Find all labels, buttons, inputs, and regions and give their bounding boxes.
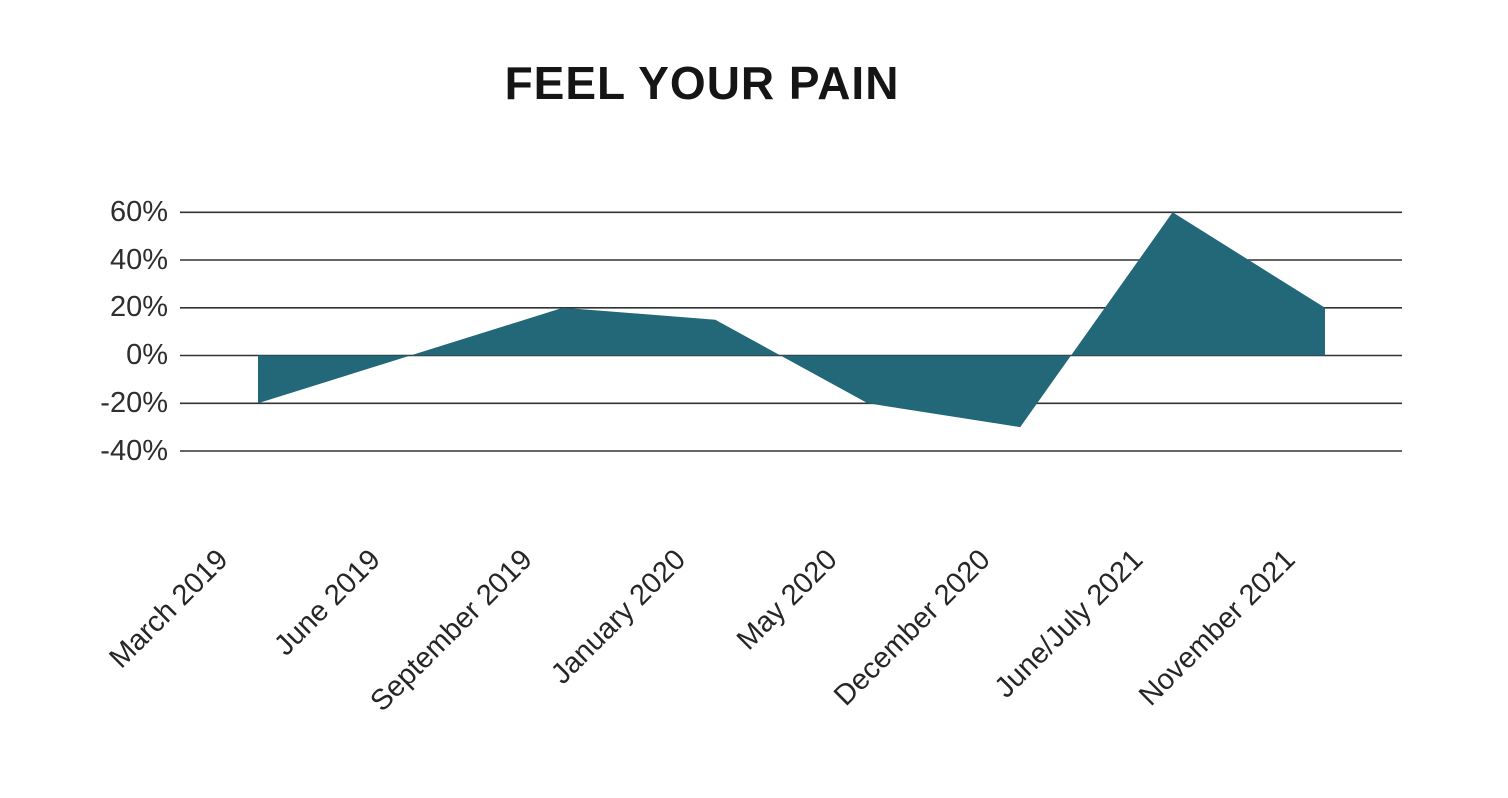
area-series-pain-index (258, 212, 1325, 428)
y-axis-tick-label: 20% (109, 291, 168, 324)
y-axis-tick-label: 60% (109, 195, 168, 228)
y-axis-tick-label: -40% (100, 434, 168, 467)
chart-title: FEEL YOUR PAIN (504, 57, 900, 109)
y-axis-tick-label: 40% (109, 243, 168, 276)
y-axis-tick-label: 0% (126, 339, 168, 371)
y-axis-tick-label: -20% (100, 386, 168, 419)
